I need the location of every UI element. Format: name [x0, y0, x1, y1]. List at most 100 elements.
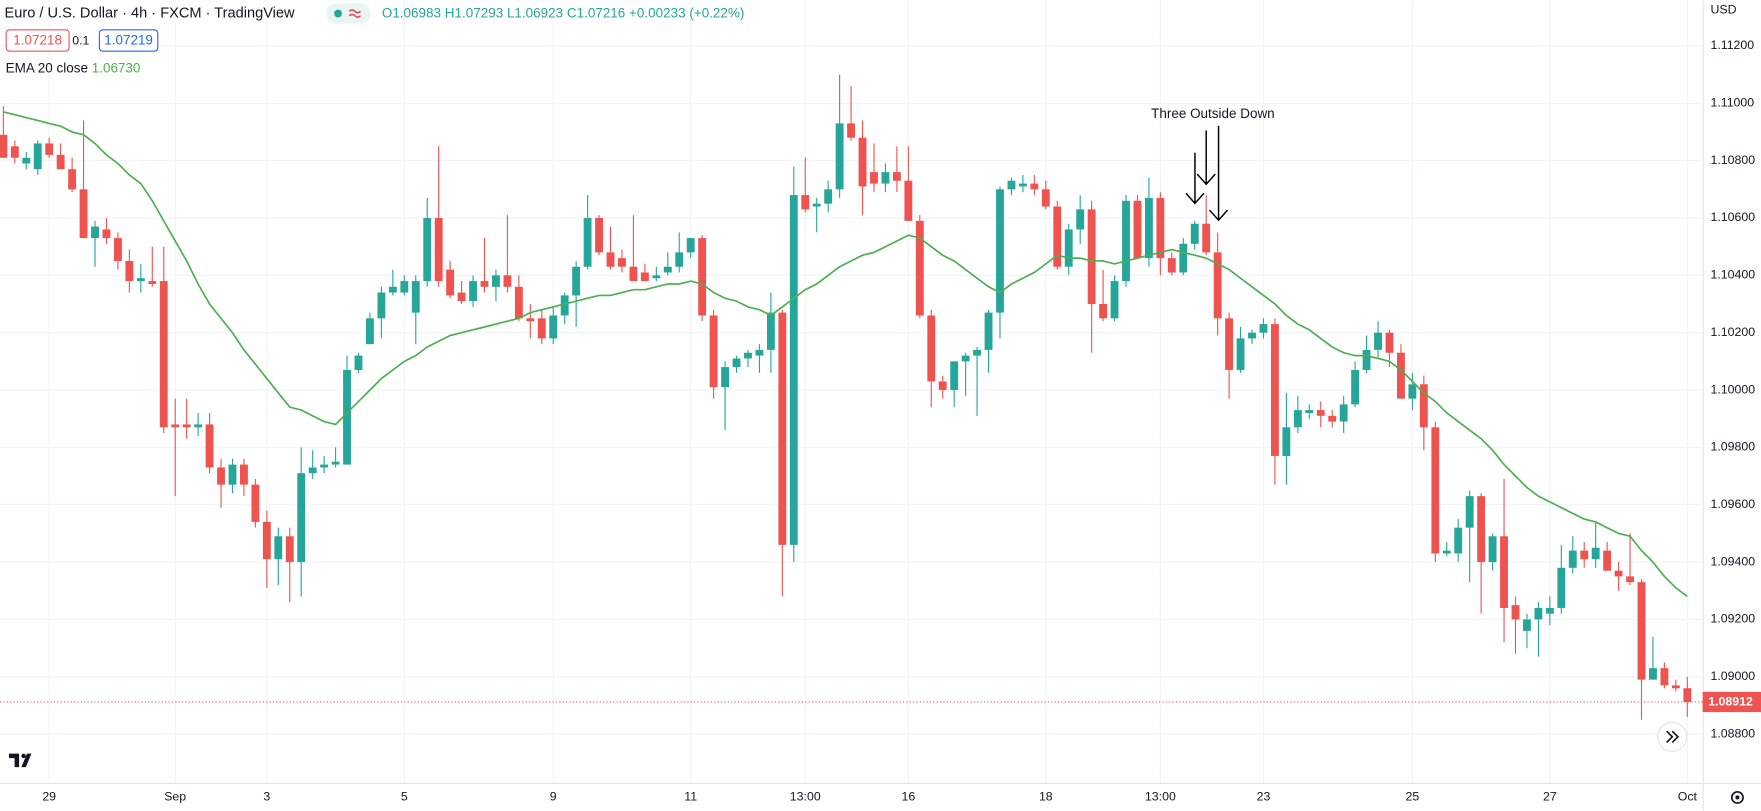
y-tick-label: 1.08800: [1710, 726, 1755, 740]
settings-button[interactable]: [1730, 790, 1744, 804]
arrow: [1185, 152, 1205, 205]
last-price-label: 1.08912: [1708, 694, 1753, 708]
candle-body: [320, 464, 329, 468]
gear-hub: [1735, 795, 1740, 800]
candle-body: [686, 238, 695, 253]
buy-button[interactable]: [98, 29, 159, 52]
status-badge[interactable]: [325, 3, 371, 24]
y-tick-label: 1.10000: [1710, 382, 1755, 396]
candle-body: [824, 189, 833, 204]
y-tick-label: 1.09800: [1710, 440, 1755, 454]
candle-body: [171, 424, 180, 428]
candle-body: [1419, 384, 1428, 428]
ohlc-legend: O1.06983 H1.07293 L1.06923 C1.07216 +0.0…: [382, 5, 745, 20]
candle-body: [1293, 410, 1302, 428]
y-tick-label: 1.11200: [1710, 38, 1754, 52]
candle-body: [572, 266, 581, 296]
candle-body: [778, 312, 787, 545]
x-tick-label: 13:00: [1145, 790, 1176, 804]
candle-body: [789, 195, 798, 545]
ema-line: [3, 111, 1688, 598]
candle-body: [457, 292, 466, 302]
candle-body: [308, 467, 317, 474]
x-tick-label: 23: [1257, 790, 1271, 804]
candle-body: [182, 424, 191, 428]
candle-body: [847, 123, 856, 138]
y-tick-label: 1.11000: [1710, 96, 1754, 110]
candle-body: [1110, 281, 1119, 319]
candle-body: [1133, 200, 1142, 259]
candle-body: [1477, 496, 1486, 563]
x-tick-label: 29: [42, 790, 56, 804]
candle-body: [297, 473, 306, 563]
candle-body: [812, 203, 821, 207]
candle-body: [1591, 547, 1600, 560]
candle-body: [388, 286, 397, 293]
candle-body: [285, 536, 294, 563]
candle-body: [262, 521, 271, 560]
status-dot: [334, 9, 342, 18]
candle-body: [938, 381, 947, 391]
candle-body: [1626, 576, 1634, 583]
y-tick-label: 1.09200: [1710, 612, 1755, 626]
tv-logo[interactable]: [4, 745, 39, 775]
candle-body: [136, 278, 145, 282]
candle-body: [1328, 415, 1337, 422]
arrow: [1209, 125, 1229, 222]
candle-body: [480, 281, 489, 287]
annotation-arrows: [1185, 125, 1229, 222]
candle-body: [159, 281, 168, 428]
sell-button[interactable]: [5, 29, 70, 52]
candle-body: [1282, 427, 1291, 456]
candle-body: [0, 134, 8, 158]
x-tick-label: 16: [901, 790, 915, 804]
candle-body: [91, 226, 99, 239]
candle-body: [881, 172, 890, 184]
candle-body: [1225, 318, 1234, 370]
candle-body: [1030, 183, 1039, 190]
candle-body: [366, 318, 374, 345]
candle-body: [755, 349, 764, 356]
gear-ring: [1730, 790, 1744, 804]
annotation[interactable]: Three Outside Down: [1151, 106, 1275, 121]
y-tick-label: 1.10600: [1710, 210, 1755, 224]
candle-body: [927, 315, 936, 382]
candle-body: [892, 172, 901, 181]
candle-body: [1351, 369, 1360, 405]
candle-body: [1305, 410, 1314, 413]
indicator-value: 1.06730: [92, 60, 141, 75]
candle-body: [148, 281, 157, 284]
x-tick-label: 25: [1406, 790, 1420, 804]
logo-mark: [8, 753, 32, 768]
scroll-button[interactable]: [1657, 721, 1688, 752]
candle-body: [446, 269, 455, 296]
candle-body: [721, 367, 729, 388]
candle-body: [503, 275, 512, 287]
candle-body: [1316, 410, 1325, 416]
candle-body: [1523, 619, 1531, 631]
candle-body: [526, 318, 535, 322]
candle-body: [125, 260, 134, 282]
candle-body: [583, 217, 592, 267]
currency-label: USD: [1710, 2, 1736, 16]
button-icon: [1666, 730, 1680, 744]
x-tick-label: Oct: [1678, 790, 1698, 804]
candle-body: [1374, 332, 1382, 350]
candle-body: [10, 146, 19, 158]
candle-body: [915, 220, 924, 316]
candle-body: [652, 275, 661, 279]
candle-body: [1649, 668, 1657, 680]
candle-body: [1442, 550, 1451, 554]
ohlc-close: C1.07216: [567, 5, 625, 20]
candle-body: [766, 312, 775, 350]
x-tick-label: 11: [684, 790, 697, 804]
symbol-title[interactable]: Euro / U.S. Dollar · 4h · FXCM · Trading…: [4, 5, 295, 21]
indicator-legend[interactable]: EMA 20 close 1.06730: [6, 60, 141, 75]
candle-body: [113, 238, 122, 261]
logo-dot: [21, 753, 26, 759]
candle-body: [1122, 200, 1130, 282]
candle-body: [1018, 183, 1027, 187]
candle-body: [835, 123, 844, 190]
